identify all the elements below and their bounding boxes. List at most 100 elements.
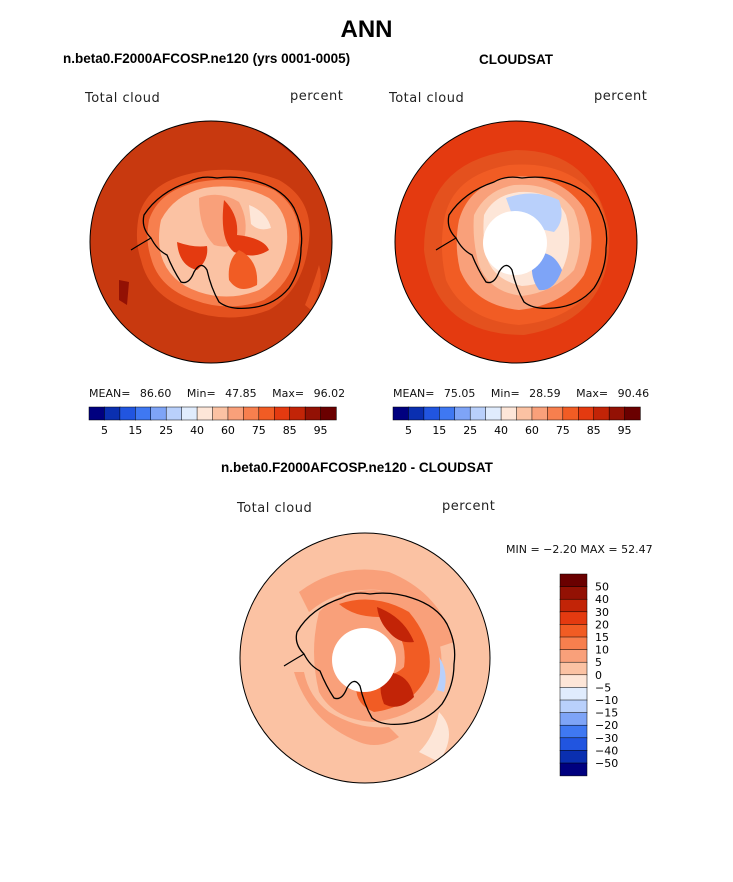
right-colorbar-tick-label: 5 [405, 424, 412, 437]
left-colorbar-swatch [165, 406, 183, 421]
left-colorbar-swatch [196, 406, 214, 421]
left-colorbar-swatch [119, 406, 136, 421]
left-colorbar-swatch [212, 406, 229, 421]
right-colorbar-tick-label: 40 [494, 424, 508, 437]
diff-colorbar-swatch [559, 762, 588, 777]
left-variable-label: Total cloud [85, 91, 161, 106]
left-colorbar-tick-label: 95 [314, 424, 328, 437]
left-coastline [142, 176, 303, 310]
right-colorbar-swatch [392, 406, 410, 421]
diff-colorbar-swatch [559, 649, 588, 663]
left-high-band-3 [228, 250, 258, 289]
left-polar-map [89, 120, 333, 364]
right-min-value: 28.59 [529, 387, 561, 400]
right-colorbar-tick-label: 85 [587, 424, 601, 437]
diff-polar-map [239, 532, 491, 784]
right-colorbar-swatch [439, 406, 456, 421]
left-colorbar-swatch [243, 406, 260, 421]
left-map-border [89, 120, 333, 364]
diff-colorbar-swatch [559, 674, 588, 688]
left-colorbar-tick-label: 5 [101, 424, 108, 437]
right-coastline [447, 176, 608, 310]
right-colorbar-swatch [593, 406, 610, 421]
left-colorbar-swatch [258, 406, 275, 421]
diff-colorbar-swatch [559, 737, 588, 751]
right-max-value: 90.46 [617, 387, 650, 400]
diff-colorbar-tick-label: 5 [595, 656, 602, 669]
right-colorbar-swatch [516, 406, 533, 421]
right-colorbar-tick-label: 60 [525, 424, 539, 437]
right-colorbar-swatch [562, 406, 579, 421]
right-mean-value: 75.05 [443, 387, 476, 400]
right-colorbar-swatch [624, 406, 641, 421]
right-stats: MEAN= 75.05 Min= 28.59 Max= 90.46 [393, 387, 649, 400]
diff-variable-label: Total cloud [237, 501, 313, 516]
diff-negative-sliver [437, 657, 446, 692]
diff-colorbar-swatch [559, 699, 588, 714]
right-pole-hole [483, 211, 547, 275]
left-max-label: Max= [272, 387, 305, 400]
diff-coastline [295, 592, 456, 726]
left-mean-label: MEAN= [89, 387, 131, 400]
diff-colorbar-swatch [559, 598, 588, 613]
diff-colorbar-swatch [559, 712, 588, 726]
diff-colorbar-swatch [559, 687, 588, 701]
left-colorbar-swatch [104, 406, 121, 421]
diff-colorbar-tick-label: −5 [595, 681, 611, 694]
left-colorbar-tick-label: 15 [128, 424, 142, 437]
left-colorbar-swatch [304, 406, 322, 421]
diff-colorbar-tick-label: 40 [595, 593, 609, 606]
diff-pole-hole [332, 628, 396, 692]
diff-colorbar-swatch [559, 611, 588, 625]
right-max-label: Max= [576, 387, 609, 400]
diff-map-border [239, 532, 491, 784]
diff-low-patch-2 [419, 712, 449, 762]
right-colorbar-tick-label: 75 [556, 424, 570, 437]
right-colorbar-swatch [547, 406, 564, 421]
left-patch-2 [119, 280, 129, 305]
panel-right-title: CLOUDSAT [479, 52, 553, 67]
panel-diff-title: n.beta0.F2000AFCOSP.ne120 - CLOUDSAT [221, 460, 493, 475]
diff-colorbar-tick-label: −10 [595, 694, 618, 707]
diff-colorbar-tick-label: 15 [595, 631, 609, 644]
diff-colorbar-tick-label: 0 [595, 669, 602, 682]
diff-colorbar-swatch [559, 750, 588, 764]
left-units-label: percent [290, 89, 344, 104]
diff-band-1 [299, 569, 454, 647]
left-colorbar-tick-label: 85 [283, 424, 297, 437]
left-colorbar-swatch [181, 406, 198, 421]
left-colorbar-swatch [150, 406, 167, 421]
left-high-band-2 [177, 242, 208, 270]
diff-colorbar-tick-label: −40 [595, 744, 618, 757]
panel-left-title: n.beta0.F2000AFCOSP.ne120 (yrs 0001-0005… [63, 51, 351, 66]
left-max-value: 96.02 [313, 387, 346, 400]
left-low-spot [249, 205, 271, 230]
diff-peninsula [283, 653, 305, 667]
diff-band-2 [294, 672, 399, 746]
diff-max-region-2 [380, 672, 414, 707]
right-min-label: Min= [490, 387, 520, 400]
right-units-label: percent [594, 89, 648, 104]
left-colorbar-swatch [274, 406, 291, 421]
diff-minmax-text: MIN = −2.20 MAX = 52.47 [506, 543, 653, 556]
left-stats: MEAN= 86.60 Min= 47.85 Max= 96.02 [89, 387, 345, 400]
right-colorbar-swatch [531, 406, 549, 421]
right-map-border [394, 120, 638, 364]
left-mean-value: 86.60 [139, 387, 172, 400]
right-peninsula [435, 237, 457, 251]
left-colorbar-swatch [88, 406, 106, 421]
right-low-region [506, 193, 562, 232]
right-colorbar-swatch [469, 406, 487, 421]
main-title: ANN [340, 16, 393, 43]
left-min-value: 47.85 [225, 387, 257, 400]
right-colorbar-swatch [423, 406, 440, 421]
right-colorbar-swatch [408, 406, 425, 421]
diff-max-region [377, 607, 414, 643]
diff-colorbar-tick-label: −20 [595, 719, 618, 732]
left-colorbar-swatch [289, 406, 306, 421]
left-colorbar-tick-label: 25 [159, 424, 173, 437]
right-polar-map [394, 120, 638, 364]
right-colorbar-swatch [454, 406, 471, 421]
left-high-band [222, 200, 269, 256]
